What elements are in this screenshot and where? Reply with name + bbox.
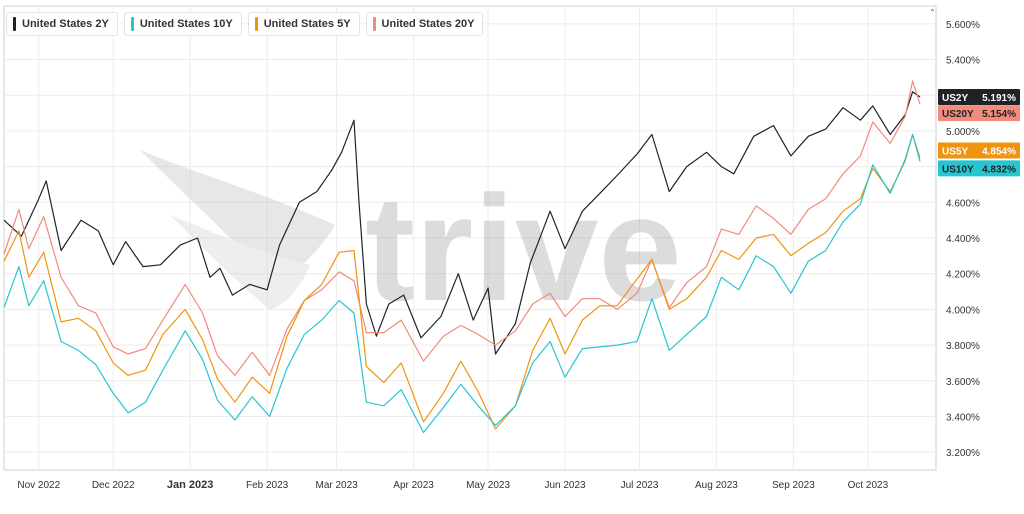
x-tick-label: Dec 2022 [92, 480, 135, 491]
y-tick-label: 5.600% [946, 20, 980, 31]
legend-swatch [254, 17, 258, 31]
x-tick-label: Nov 2022 [17, 480, 60, 491]
x-axis: Nov 2022 Dec 2022 Jan 2023 Feb 2023 Mar 2023… [17, 479, 888, 491]
x-tick-label: Jul 2023 [621, 480, 659, 491]
y-tick-label: 4.000% [946, 305, 980, 316]
price-tag-bg [938, 160, 1020, 177]
x-tick-label: Oct 2023 [848, 480, 889, 491]
x-tick-label: Mar 2023 [316, 480, 359, 491]
legend-swatch [130, 17, 134, 31]
price-tag-value: 4.832% [982, 164, 1016, 175]
series-line-us20y [3, 80, 921, 376]
legend-label: United States 2Y [22, 18, 109, 30]
price-tag-label: US10Y [942, 164, 974, 175]
y-tick-label: 3.200% [946, 448, 980, 459]
price-tags: US2Y 5.191% US20Y 5.154% US5Y 4.854% US10Y 4.83… [938, 89, 1020, 177]
series-line-us2y [3, 91, 921, 355]
series-line-us10y [3, 133, 921, 434]
y-tick-label: 4.200% [946, 270, 980, 281]
y-axis: 3.200% 3.400% 3.600% 3.800% 4.000% 4.200% 4.40… [946, 20, 980, 459]
price-tag-label: US2Y [942, 93, 968, 104]
y-tick-label: 4.600% [946, 198, 980, 209]
axis-settings-icon[interactable]: ⌃ [929, 8, 936, 17]
x-tick-label: May 2023 [466, 480, 510, 491]
y-tick-label: 3.600% [946, 377, 980, 388]
price-tag-value: 5.154% [982, 109, 1016, 120]
y-tick-label: 5.000% [946, 127, 980, 138]
price-tag-value: 4.854% [982, 147, 1016, 158]
x-tick-label: Apr 2023 [393, 480, 434, 491]
x-tick-label: Jan 2023 [167, 479, 213, 491]
price-tag-label: US5Y [942, 147, 968, 158]
watermark-wing-logo [140, 150, 335, 285]
price-tag-value: 5.191% [982, 93, 1016, 104]
y-tick-label: 3.800% [946, 341, 980, 352]
legend-label: United States 20Y [381, 18, 475, 30]
x-tick-label: Aug 2023 [695, 480, 738, 491]
price-tag-bg [938, 105, 1020, 122]
y-tick-label: 4.400% [946, 234, 980, 245]
legend-label: United States 10Y [139, 18, 233, 30]
series-layer [3, 80, 921, 434]
legend-swatch [372, 17, 376, 31]
price-tag-bg [938, 142, 1020, 159]
trive-watermark: trive [140, 150, 682, 332]
x-tick-label: Sep 2023 [772, 480, 815, 491]
y-tick-label: 3.400% [946, 412, 980, 423]
y-tick-label: 5.400% [946, 56, 980, 67]
legend-item-us10y[interactable]: United States 10Y [123, 12, 242, 36]
x-tick-label: Jun 2023 [544, 480, 586, 491]
series-line-us5y [3, 133, 921, 430]
watermark-wing-logo-lower [170, 215, 310, 310]
watermark-text: trive [365, 164, 682, 332]
legend: United States 2Y United States 10Y Unite… [6, 12, 484, 36]
legend-swatch [13, 17, 16, 31]
price-tag-label: US20Y [942, 109, 974, 120]
price-tag-bg [938, 89, 1020, 106]
legend-item-us2y[interactable]: United States 2Y [6, 12, 118, 36]
legend-item-us20y[interactable]: United States 20Y [365, 12, 484, 36]
x-tick-label: Feb 2023 [246, 480, 289, 491]
legend-label: United States 5Y [263, 18, 351, 30]
legend-item-us5y[interactable]: United States 5Y [247, 12, 360, 36]
